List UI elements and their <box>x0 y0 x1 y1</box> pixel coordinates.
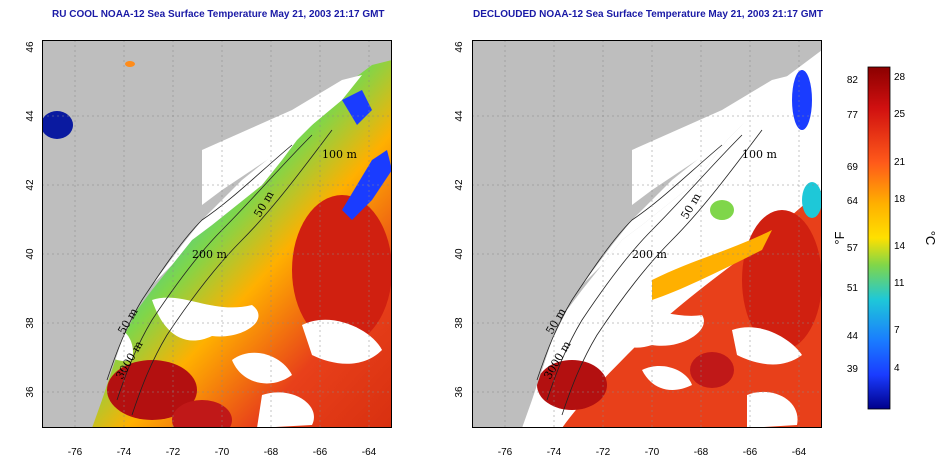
y-tick-label: 36 <box>25 386 36 398</box>
y-tick-label: 42 <box>25 179 36 191</box>
x-tick-label: -64 <box>362 447 377 458</box>
contour-label-100m: 100 m <box>322 148 357 161</box>
c-tick-label: 4 <box>894 363 900 374</box>
temperature-colorbar: 82 77 69 64 57 51 44 39 28 25 21 18 14 1… <box>820 55 950 425</box>
celsius-unit-label: °C <box>923 231 938 246</box>
f-tick-label: 39 <box>847 364 859 375</box>
x-tick-label: -70 <box>645 447 660 458</box>
f-tick-label: 64 <box>847 196 859 207</box>
contour-label-200m: 200 m <box>192 248 227 261</box>
y-tick-label: 46 <box>454 41 465 53</box>
x-tick-label: -72 <box>166 447 181 458</box>
c-tick-label: 11 <box>894 278 905 289</box>
f-tick-label: 82 <box>847 75 859 86</box>
right-map-panel: 100 m 50 m 200 m 50 m 3000 m <box>472 40 822 428</box>
x-tick-label: -64 <box>792 447 807 458</box>
c-tick-label: 25 <box>894 109 906 120</box>
x-tick-label: -66 <box>313 447 328 458</box>
x-tick-label: -70 <box>215 447 230 458</box>
left-axes: -76 -74 -72 -70 -68 -66 -64 36 38 40 42 … <box>25 41 377 458</box>
right-map-title: DECLOUDED NOAA-12 Sea Surface Temperatur… <box>473 9 823 20</box>
x-tick-label: -76 <box>498 447 513 458</box>
contour-label-100m: 100 m <box>742 148 777 161</box>
c-tick-label: 18 <box>894 194 906 205</box>
y-tick-label: 40 <box>454 248 465 260</box>
contour-label-200m: 200 m <box>632 248 667 261</box>
f-tick-label: 44 <box>847 331 859 342</box>
y-tick-label: 36 <box>454 386 465 398</box>
f-tick-label: 51 <box>847 283 859 294</box>
f-tick-label: 77 <box>847 110 859 121</box>
c-tick-label: 14 <box>894 241 906 252</box>
f-tick-label: 69 <box>847 162 859 173</box>
c-tick-label: 21 <box>894 157 906 168</box>
y-tick-label: 44 <box>454 110 465 122</box>
colorbar-gradient <box>867 66 891 410</box>
y-tick-label: 46 <box>25 41 36 53</box>
f-tick-label: 57 <box>847 243 859 254</box>
left-map-title: RU COOL NOAA-12 Sea Surface Temperature … <box>52 9 385 20</box>
left-map-panel: 100 m 50 m 200 m 50 m 3000 m <box>42 40 392 428</box>
c-tick-label: 28 <box>894 72 906 83</box>
x-tick-label: -68 <box>694 447 709 458</box>
x-tick-label: -66 <box>743 447 758 458</box>
x-tick-label: -76 <box>68 447 83 458</box>
x-tick-label: -74 <box>547 447 562 458</box>
y-tick-label: 42 <box>454 179 465 191</box>
y-tick-label: 38 <box>454 317 465 329</box>
y-tick-label: 44 <box>25 110 36 122</box>
y-tick-label: 38 <box>25 317 36 329</box>
fahrenheit-unit-label: °F <box>832 231 847 244</box>
c-tick-label: 7 <box>894 325 900 336</box>
x-tick-label: -72 <box>596 447 611 458</box>
x-tick-label: -74 <box>117 447 132 458</box>
x-tick-label: -68 <box>264 447 279 458</box>
y-tick-label: 40 <box>25 248 36 260</box>
